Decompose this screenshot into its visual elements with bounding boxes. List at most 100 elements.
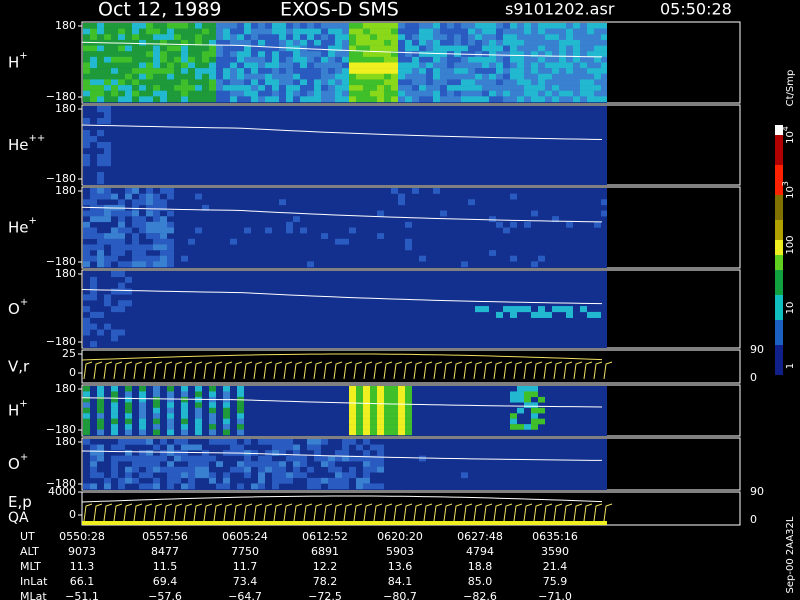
spectrogram-cell xyxy=(223,418,230,425)
spectrogram-cell xyxy=(601,23,607,29)
spectrogram-cell xyxy=(153,396,160,403)
spectrogram-cell xyxy=(167,227,174,234)
spectrogram-cell xyxy=(482,28,489,35)
spectrogram-cell xyxy=(440,210,447,217)
spectrogram-cell xyxy=(139,56,146,63)
spectrogram-cell xyxy=(230,68,237,74)
table-value: 69.4 xyxy=(153,575,178,588)
spectrogram-cell xyxy=(503,306,510,313)
colorbar-band xyxy=(775,255,783,270)
spectrogram-cell xyxy=(286,34,293,41)
spectrogram-cell xyxy=(237,483,244,490)
spectrogram-cell xyxy=(335,477,342,484)
spectrogram-cell xyxy=(118,90,125,97)
spectrogram-cell xyxy=(594,96,601,103)
spectrogram-cell xyxy=(272,62,279,69)
spectrogram-cell xyxy=(566,39,573,46)
spectrogram-cell xyxy=(272,90,279,97)
spectrogram-cell xyxy=(188,51,195,58)
spectrogram-cell xyxy=(531,311,538,318)
spectrogram-cell xyxy=(363,424,370,430)
colorbar-unit: Ct/Smp xyxy=(785,70,796,107)
spectrogram-cell xyxy=(216,23,223,29)
spectrogram-cell xyxy=(97,424,104,430)
spectrogram-cell xyxy=(167,466,174,473)
spectrogram-cell xyxy=(342,85,349,91)
spectrogram-cell xyxy=(279,477,286,484)
spectrogram-cell xyxy=(174,62,181,69)
spectrogram-cell xyxy=(384,45,391,52)
spectrogram-cell xyxy=(216,461,223,467)
spectrogram-cell xyxy=(482,45,489,52)
spectrogram-cell xyxy=(342,23,349,29)
spectrogram-cell xyxy=(153,233,160,239)
spectrogram-cell xyxy=(580,79,587,86)
spectrogram-cell xyxy=(531,210,538,217)
spectrogram-cell xyxy=(580,39,587,46)
spectrogram-cell xyxy=(272,477,279,484)
spectrogram-cell xyxy=(230,45,237,52)
spectrogram-cell xyxy=(307,51,314,58)
spectrogram-cell xyxy=(244,56,251,63)
spectrogram-cell xyxy=(510,28,517,35)
spectrogram-cell xyxy=(587,23,594,29)
spectrogram-cell xyxy=(482,62,489,69)
spectrogram-cell xyxy=(216,51,223,58)
spectrogram-cell xyxy=(349,85,356,91)
spectrogram-cell xyxy=(433,73,440,80)
spectrogram-cell xyxy=(286,227,293,234)
spectrogram-cell xyxy=(517,407,524,414)
table-value: 11.7 xyxy=(233,560,258,573)
spectrogram-cell xyxy=(118,227,125,234)
spectrogram-cell xyxy=(419,73,426,80)
spectrogram-cell xyxy=(510,79,517,86)
spectrogram-cell xyxy=(300,90,307,97)
spectrogram-cell xyxy=(111,85,118,91)
spectrogram-cell xyxy=(146,455,153,462)
spectrogram-cell xyxy=(524,68,531,74)
spectrogram-cell xyxy=(132,477,139,484)
spectrogram-cell xyxy=(356,51,363,58)
spectrogram-cell xyxy=(370,402,377,408)
spectrogram-cell xyxy=(118,34,125,41)
spectrogram-cell xyxy=(174,79,181,86)
spectrogram-cell xyxy=(601,96,607,103)
spectrogram-cell xyxy=(342,34,349,41)
spectrogram-cell xyxy=(377,483,384,490)
spectrogram-cell xyxy=(328,96,335,103)
spectrogram-cell xyxy=(272,461,279,467)
spectrogram-cell xyxy=(251,62,258,69)
spectrogram-cell xyxy=(398,407,405,414)
spectrogram-cell xyxy=(139,39,146,46)
spectrogram-cell xyxy=(454,79,461,86)
spectrogram-cell xyxy=(244,439,251,445)
spectrogram-cell xyxy=(545,96,552,103)
spectrogram-cell xyxy=(468,28,475,35)
spectrogram-cell xyxy=(83,250,90,256)
spectrogram-cell xyxy=(146,45,153,52)
spectrogram-cell xyxy=(601,79,607,86)
table-row-label: MLat xyxy=(20,590,47,600)
spectrogram-cell xyxy=(237,90,244,97)
spectrogram-cell xyxy=(552,68,559,74)
spectrogram-cell xyxy=(391,407,398,414)
spectrogram-cell xyxy=(391,413,398,419)
spectrogram-cell xyxy=(125,56,132,63)
spectrogram-cell xyxy=(118,51,125,58)
spectrogram-cell xyxy=(391,39,398,46)
spectrogram-cell xyxy=(111,335,118,342)
spectrogram-cell xyxy=(188,73,195,80)
spectrogram-cell xyxy=(377,96,384,103)
spectrogram-cell xyxy=(104,73,111,80)
spectrogram-cell xyxy=(391,386,398,392)
spectrogram-cell xyxy=(181,96,188,103)
spectrogram-cell xyxy=(132,28,139,35)
spectrogram-cell xyxy=(594,56,601,63)
spectrogram-cell xyxy=(307,39,314,46)
spectrogram-cell xyxy=(482,96,489,103)
spectrogram-cell xyxy=(125,90,132,97)
spectrogram-cell xyxy=(97,96,104,103)
spectrogram-cell xyxy=(601,199,607,206)
spectrogram-cell xyxy=(83,154,90,161)
spectrogram-cell xyxy=(111,424,118,430)
